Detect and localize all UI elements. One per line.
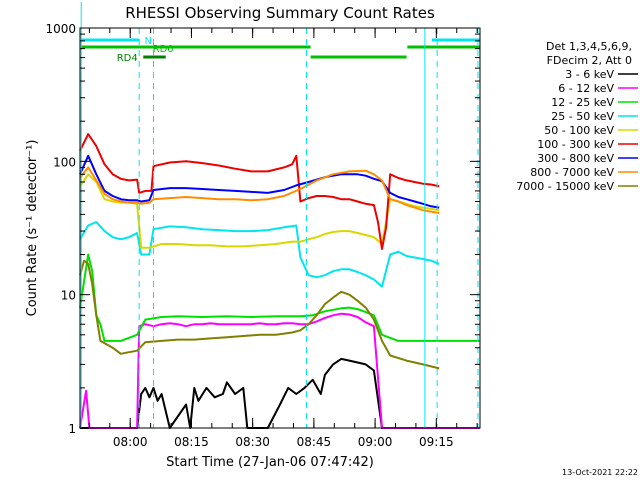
series-line-1 [80, 357, 480, 429]
legend-label-3: 12 - 25 keV [551, 96, 614, 109]
x-tick-label-3: 08:30 [235, 435, 270, 449]
y-tick-label-4: 1000 [45, 22, 76, 36]
series-line-7 [79, 154, 440, 209]
axis-layer: 1 10 100 1000 08:00 08:15 08:30 08:45 09:00 09:15 [45, 22, 480, 449]
legend-header-line-1: Det 1,3,4,5,6,9, [546, 40, 632, 53]
series-line-6 [79, 133, 440, 250]
x-tick-label-1: 08:00 [113, 435, 148, 449]
legend-label-4: 25 - 50 keV [551, 110, 614, 123]
x-tick-label-4: 08:45 [297, 435, 332, 449]
chart-title: RHESSI Observing Summary Count Rates [125, 4, 435, 22]
legend: Det 1,3,4,5,6,9, FDecim 2, Att 0 3 - 6 k… [516, 40, 638, 193]
x-tick-label-2: 08:15 [174, 435, 209, 449]
x-tick-label-6: 09:15 [419, 435, 454, 449]
flag-label-3: RD4 [117, 53, 138, 64]
flag-label-2: RD0 [153, 44, 174, 55]
x-axis-label: Start Time (27-Jan-06 07:47:42) [166, 455, 374, 470]
legend-label-8: 800 - 7000 keV [530, 166, 614, 179]
legend-label-1: 3 - 6 keV [565, 68, 614, 81]
date-stamp: 13-Oct-2021 22:22 [562, 468, 638, 477]
series-line-8 [79, 166, 440, 214]
data-layer [79, 133, 480, 429]
y-tick-label-1: 1 [68, 422, 76, 436]
y-tick-label-2: 10 [61, 289, 76, 303]
legend-label-5: 50 - 100 keV [544, 124, 614, 137]
series-line-2 [79, 312, 480, 429]
legend-label-7: 300 - 800 keV [537, 152, 614, 165]
series-line-3 [79, 253, 480, 342]
y-axis-label: Count Rate (s⁻¹ detector⁻¹) [25, 140, 40, 317]
series-line-4 [79, 221, 440, 288]
flag-label-1: N [144, 36, 151, 47]
series-line-9 [79, 259, 440, 370]
legend-label-9: 7000 - 15000 keV [516, 180, 614, 193]
x-tick-label-5: 09:00 [358, 435, 393, 449]
legend-label-2: 6 - 12 keV [558, 82, 614, 95]
plot-frame [79, 27, 481, 429]
legend-header-line-2: FDecim 2, Att 0 [547, 54, 632, 67]
legend-label-6: 100 - 300 keV [537, 138, 614, 151]
y-tick-label-3: 100 [53, 155, 76, 169]
